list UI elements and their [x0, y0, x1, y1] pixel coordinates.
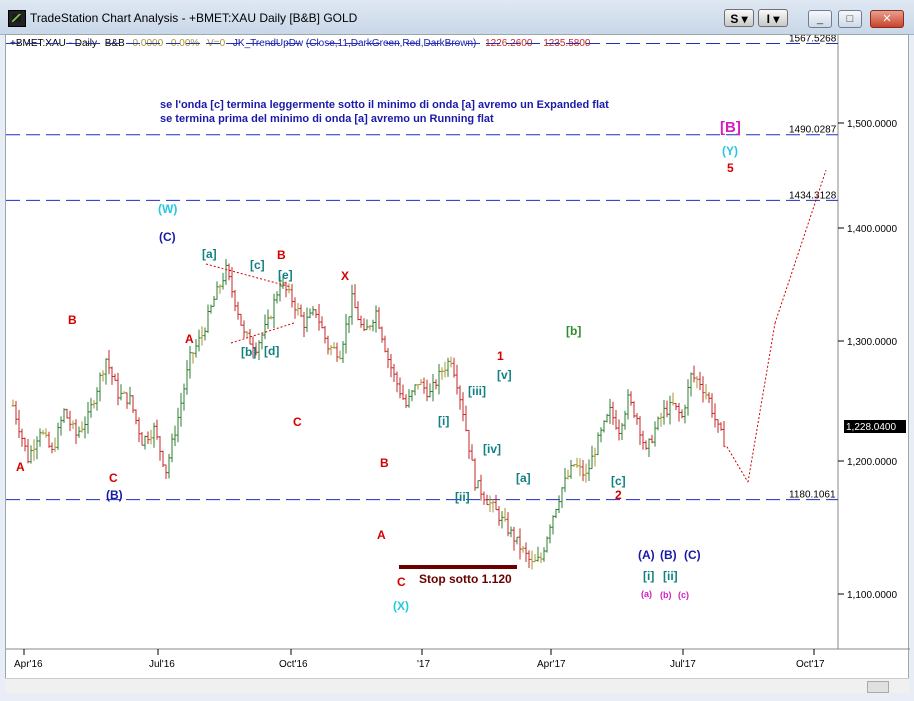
- date-tick: Oct'16: [279, 659, 308, 670]
- price-tick: 1,200.0000: [847, 457, 897, 468]
- wave-label: (X): [393, 599, 409, 613]
- wave-label: [i]: [438, 414, 449, 428]
- window-titlebar: TradeStation Chart Analysis - +BMET:XAU …: [0, 0, 914, 35]
- wave-label: C: [397, 575, 406, 589]
- date-tick: '17: [417, 659, 430, 670]
- scrollbar-thumb[interactable]: [867, 681, 889, 693]
- wave-label: C: [109, 471, 118, 485]
- hline-label: 1180.1061: [789, 490, 836, 501]
- price-tick: 1,400.0000: [847, 224, 897, 235]
- wave-label: A: [377, 528, 386, 542]
- stop-level-bar: [399, 565, 517, 569]
- wave-label: [iv]: [483, 442, 501, 456]
- wave-label: [B]: [720, 119, 741, 136]
- note-expanded-flat: se l'onda [c] termina leggermente sotto …: [160, 99, 609, 111]
- stop-label: Stop sotto 1.120: [419, 572, 512, 586]
- triangle-lower-line: [230, 322, 295, 344]
- projection-segment: [774, 169, 827, 324]
- wave-label: (b): [660, 590, 672, 600]
- date-tick: Oct'17: [796, 659, 825, 670]
- wave-label: [iii]: [468, 384, 486, 398]
- wave-labels: A B C (B) (W) (C) A [a] [b] [c] [d] [e] B C X B A C (X) [i]…: [16, 119, 741, 613]
- wave-label: [e]: [278, 268, 293, 282]
- price-chart[interactable]: +BMET:XAU - Daily B&B 0.0000 0.00% V=0 J…: [6, 35, 910, 679]
- price-axis: 1,500.0000 1,400.0000 1,300.0000 1,200.0…: [838, 119, 897, 601]
- horizontal-scrollbar[interactable]: [5, 678, 909, 693]
- wave-label: 5: [727, 161, 734, 175]
- wave-label: [b]: [241, 345, 256, 359]
- hline-label: 1567.5268: [789, 35, 837, 44]
- wave-label: A: [185, 332, 194, 346]
- last-price-label: 1,228.0400: [846, 422, 896, 433]
- wave-label: (C): [159, 230, 176, 244]
- wave-label: B: [68, 313, 77, 327]
- date-tick: Jul'16: [149, 659, 175, 670]
- wave-label: 1: [497, 349, 504, 363]
- wave-label: [b]: [566, 324, 581, 338]
- triangle-upper-line: [205, 263, 292, 288]
- maximize-button[interactable]: □: [838, 10, 862, 28]
- indicator-link-label: I: [766, 12, 770, 26]
- window-title: TradeStation Chart Analysis - +BMET:XAU …: [30, 11, 358, 25]
- date-tick: Apr'16: [14, 659, 43, 670]
- wave-label: (C): [684, 548, 701, 562]
- price-bars: [11, 259, 726, 570]
- projection-segment: [747, 323, 776, 483]
- wave-label: [ii]: [663, 569, 678, 583]
- price-tick: 1,500.0000: [847, 119, 897, 130]
- date-axis: Apr'16 Jul'16 Oct'16 '17 Apr'17 Jul'17 O…: [14, 649, 825, 670]
- symbol-link-button[interactable]: S ▾: [724, 9, 754, 27]
- wave-label: B: [277, 248, 286, 262]
- wave-label: [v]: [497, 368, 512, 382]
- wave-label: [c]: [611, 474, 626, 488]
- wave-label: (Y): [722, 144, 738, 158]
- price-tick: 1,300.0000: [847, 337, 897, 348]
- wave-label: (B): [660, 548, 677, 562]
- symbol-link-label: S: [730, 12, 739, 26]
- wave-label: [a]: [202, 247, 217, 261]
- price-tick: 1,100.0000: [847, 590, 897, 601]
- wave-label: (c): [678, 590, 689, 600]
- status-value-2: 0.00%: [171, 38, 199, 49]
- date-tick: Jul'17: [670, 659, 696, 670]
- tradestation-app-icon: [8, 10, 26, 27]
- note-running-flat: se termina prima del minimo di onda [a] …: [160, 113, 494, 125]
- wave-label: (a): [641, 589, 652, 599]
- wave-label: 2: [615, 488, 622, 502]
- chart-panel[interactable]: +BMET:XAU - Daily B&B 0.0000 0.00% V=0 J…: [5, 34, 910, 692]
- horizontal-lines: 1567.5268 1490.0287 1434.3128 1180.1061: [6, 35, 838, 501]
- wave-label: (B): [106, 488, 123, 502]
- wave-label: C: [293, 415, 302, 429]
- wave-label: A: [16, 460, 25, 474]
- close-button[interactable]: ✕: [870, 10, 904, 28]
- wave-label: X: [341, 269, 349, 283]
- projection-segment: [726, 446, 749, 483]
- minimize-button[interactable]: _: [808, 10, 832, 28]
- wave-label: [c]: [250, 258, 265, 272]
- indicator-link-button[interactable]: I ▾: [758, 9, 788, 27]
- wave-label: [ii]: [455, 490, 470, 504]
- wave-projection: [726, 169, 827, 483]
- last-price-box: [844, 420, 906, 433]
- wave-label: [a]: [516, 471, 531, 485]
- hline-label: 1490.0287: [789, 125, 837, 136]
- date-tick: Apr'17: [537, 659, 566, 670]
- wave-label: (A): [638, 548, 655, 562]
- wave-label: B: [380, 456, 389, 470]
- wave-label: (W): [158, 202, 177, 216]
- wave-label: [d]: [264, 344, 279, 358]
- hline-label: 1434.3128: [789, 190, 837, 201]
- wave-label: [i]: [643, 569, 654, 583]
